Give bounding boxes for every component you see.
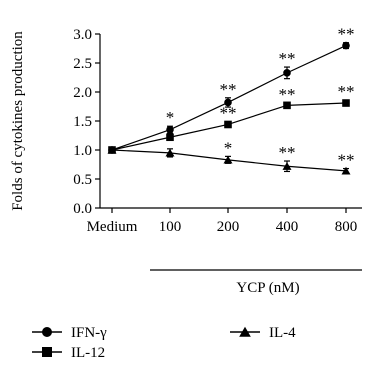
axes: 0.0 0.5 1.0 1.5 2.0 2.5 3.0 Medium 100 200 400 800 Y… — [10, 27, 362, 296]
legend-marker — [42, 327, 52, 337]
legend-label: IL-4 — [269, 325, 296, 341]
data-point — [165, 148, 175, 157]
significance-label: ** — [279, 143, 296, 162]
y-axis-title: Folds of cytokines production — [10, 31, 26, 211]
y-tick-label: 2.0 — [73, 85, 92, 101]
y-tick-label: 0.5 — [73, 172, 92, 188]
y-tick-label: 2.5 — [73, 56, 92, 72]
data-point — [224, 120, 232, 129]
series-2: **** ** — [108, 82, 355, 154]
significance-label: ** — [279, 85, 296, 104]
significance-label: ** — [279, 49, 296, 68]
legend-label: IL-12 — [71, 345, 105, 361]
data-point — [342, 41, 350, 50]
data-point — [282, 162, 292, 170]
data-point — [166, 133, 174, 142]
y-tick-label: 0.0 — [73, 201, 92, 217]
data-point — [166, 125, 174, 134]
series-3: * ** ** — [107, 138, 355, 175]
legend-marker — [239, 326, 251, 337]
legend-item: IFN-γ — [32, 325, 107, 341]
x-tick-label: 400 — [276, 219, 299, 235]
data-point — [283, 101, 291, 110]
legend-label: IFN-γ — [71, 325, 107, 341]
legend-item: IL-4 — [230, 325, 296, 341]
legend-marker — [42, 347, 52, 357]
data-point — [107, 145, 117, 154]
series-1: ******* — [108, 25, 355, 154]
x-tick-label: 200 — [217, 219, 240, 235]
x-tick-label: Medium — [87, 219, 138, 235]
data-point — [342, 99, 350, 107]
legend: IFN-γ IL-12 IL-4 — [32, 325, 296, 361]
x-tick-label: 100 — [159, 219, 182, 235]
legend-item: IL-12 — [32, 345, 105, 361]
x-tick-label: 800 — [335, 219, 358, 235]
y-tick-label: 3.0 — [73, 27, 92, 43]
significance-label: ** — [338, 25, 355, 44]
data-point — [224, 98, 232, 107]
significance-label: * — [166, 108, 175, 127]
series-layer: *********** *** ** ** — [107, 25, 355, 175]
significance-label: ** — [220, 104, 237, 123]
y-tick-label: 1.5 — [73, 114, 92, 130]
significance-label: * — [224, 138, 233, 157]
data-point — [341, 166, 351, 175]
significance-label: ** — [338, 151, 355, 170]
y-tick-label: 1.0 — [73, 143, 92, 159]
data-point — [283, 69, 291, 77]
significance-label: ** — [220, 80, 237, 99]
data-point — [223, 155, 233, 164]
x-axis-title: YCP (nM) — [236, 280, 299, 296]
significance-label: ** — [338, 82, 355, 101]
